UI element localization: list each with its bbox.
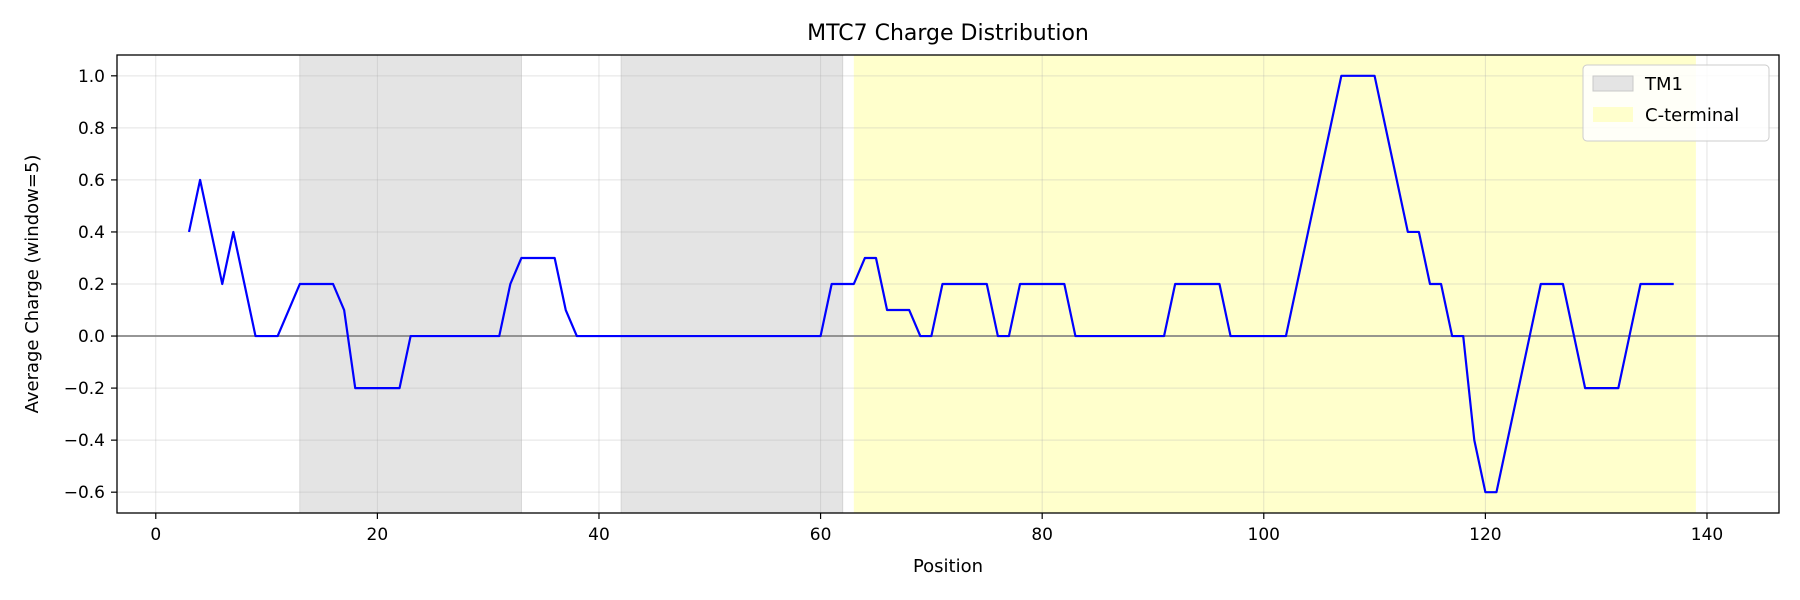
x-axis-ticks: 0 20 40 60 80 100 120 140 (150, 513, 1723, 545)
y-tick-label: 1.0 (78, 67, 105, 87)
y-axis-ticks: −0.6 −0.4 −0.2 0.0 0.2 0.4 0.6 0.8 1.0 (64, 67, 117, 503)
y-tick-label: −0.4 (64, 431, 105, 451)
y-tick-label: 0.2 (78, 275, 105, 295)
x-tick-label: 100 (1248, 525, 1280, 545)
x-axis-label: Position (913, 556, 983, 577)
x-tick-label: 140 (1691, 525, 1723, 545)
legend: TM1 C-terminal (1582, 64, 1770, 142)
x-tick-label: 0 (150, 525, 161, 545)
legend-label: TM1 (1644, 74, 1683, 95)
chart-title: MTC7 Charge Distribution (807, 21, 1089, 46)
region-tm-2 (620, 54, 844, 514)
x-tick-label: 80 (1031, 525, 1053, 545)
x-tick-label: 40 (588, 525, 610, 545)
x-tick-label: 20 (367, 525, 389, 545)
y-axis-label: Average Charge (window=5) (22, 155, 43, 414)
legend-label: C-terminal (1645, 105, 1739, 126)
x-tick-label: 60 (810, 525, 832, 545)
y-tick-label: 0.6 (78, 171, 105, 191)
series-layer (187, 74, 1674, 494)
x-tick-label: 120 (1469, 525, 1501, 545)
y-tick-label: 0.0 (78, 327, 105, 347)
y-tick-label: −0.6 (64, 483, 105, 503)
y-tick-label: −0.2 (64, 379, 105, 399)
legend-swatch (1593, 107, 1633, 122)
region-tm1 (299, 54, 522, 514)
legend-swatch (1592, 75, 1634, 92)
series-line-1 (187, 74, 1674, 494)
y-tick-label: 0.8 (78, 119, 105, 139)
y-tick-label: 0.4 (78, 223, 105, 243)
